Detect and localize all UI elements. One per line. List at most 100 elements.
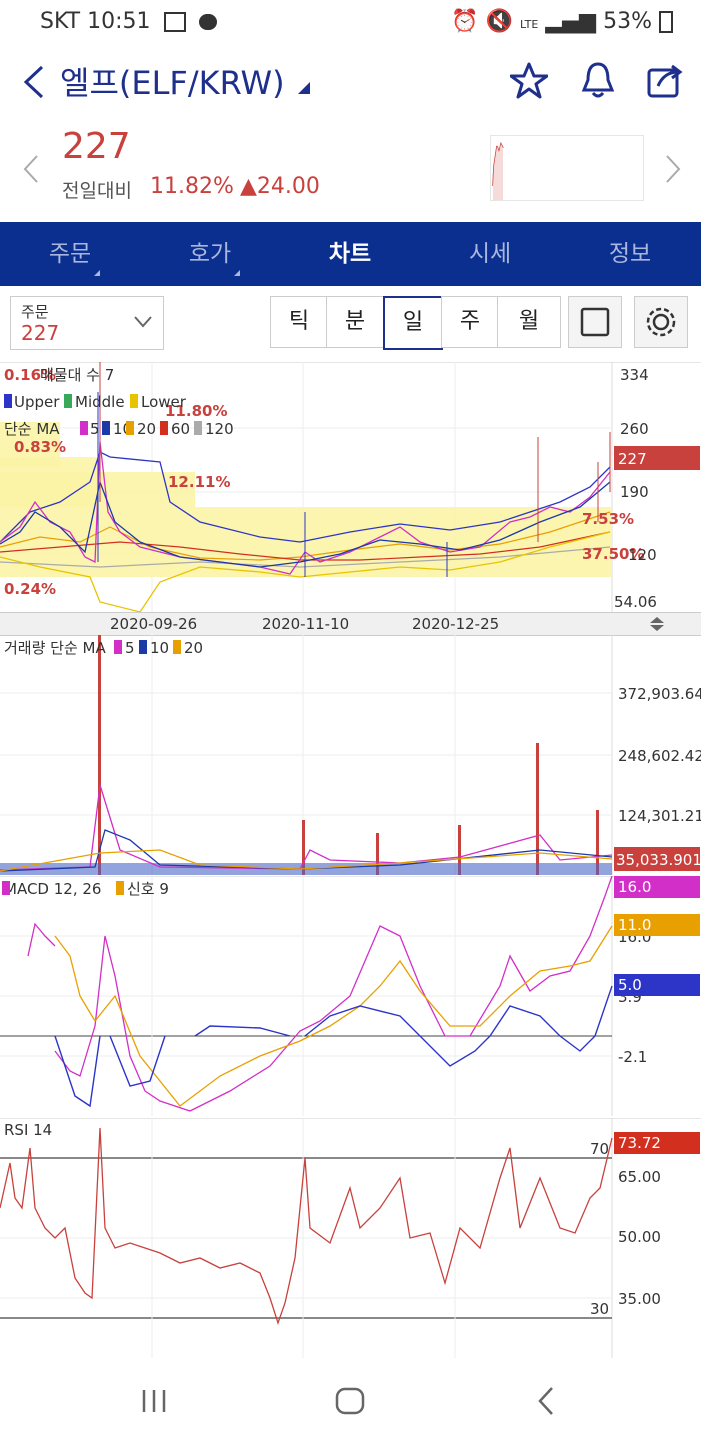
price-chart[interactable]: 0.16% 0.83% 11.80% 12.11% 0.24% 7.53% 37… [0,362,701,612]
rsi-chart[interactable]: RSI 14 70 30 65.00 50.00 35.00 73.72 [0,1118,701,1358]
title-bar: 엘프(ELF/KRW) [0,50,701,120]
legend-swatch-ma120 [194,421,202,435]
square-icon [580,307,610,337]
status-bar: SKT 10:51 ⏰ 🔇 LTE ▂▄▆ 53% [0,0,701,44]
macd-value-tag [614,876,700,898]
macd-histogram [54,985,613,1108]
y-tick: 248,602.427 [618,747,701,765]
tab-quotes[interactable]: 시세 [468,241,512,267]
macd-line [54,876,613,1112]
order-select-value: 227 [21,321,60,345]
current-value-tag [614,446,700,470]
tab-orderbook[interactable]: 호가 [188,241,232,267]
chart-toolbar: 주문 227 틱 분 일 주 월 [0,296,701,352]
back-nav-icon[interactable] [536,1386,556,1416]
legend-ma20: 20 [137,420,156,438]
layout-toggle-button[interactable] [568,296,622,348]
change-label: 전일대비 [62,180,132,202]
ma-5-line [0,441,611,575]
mini-chart-line [492,141,504,200]
x-axis: 2020-09-26 2020-11-10 2020-12-25 [0,612,701,636]
pct-label: 0.24% [4,580,56,598]
status-left: SKT 10:51 [40,9,217,34]
dropdown-triangle-icon[interactable] [296,82,312,96]
order-select-label: 주문 [21,303,49,321]
legend-ma5: 5 [90,420,100,438]
status-right: ⏰ 🔇 LTE ▂▄▆ 53% [451,9,673,34]
battery-percent: 53% [603,9,652,34]
period-day[interactable]: 일 [383,296,443,350]
ma-120-line [0,546,611,568]
carrier: SKT [40,9,81,34]
pct-label: 0.16% [4,366,56,384]
gear-icon [646,307,676,337]
rsi-value: 73.72 [618,1134,661,1152]
legend-swatch-signal [116,881,124,895]
rsi-line [0,1127,613,1326]
bell-icon[interactable] [580,60,616,100]
tab-info[interactable]: 정보 [608,241,652,267]
y-tick: 120 [628,546,657,564]
signal-label: 신호 9 [127,880,169,898]
legend-swatch-vol20 [173,640,181,654]
macd-value: 16.0 [618,878,651,896]
volume-chart[interactable]: 거래량 단순 MA 5 10 20 372,903.640 248,602.42… [0,635,701,875]
rsi-upper-label: 70 [590,1140,609,1158]
tab-chart[interactable]: 차트 [328,241,372,267]
coin-title[interactable]: 엘프(ELF/KRW) [60,64,285,102]
volume-header: 거래량 단순 MA [4,639,106,657]
current-value-label: 227 [618,450,647,468]
macd-line-start [27,922,56,957]
legend-swatch-ma5 [80,421,88,435]
hist-value-tag [614,974,700,996]
signal-value-tag [614,914,700,936]
order-select[interactable]: 주문 227 [10,296,164,350]
legend-swatch-upper [4,394,12,408]
tab-order[interactable]: 주문 [48,241,92,267]
chevron-down-icon [134,316,152,328]
mini-chart[interactable] [490,135,644,201]
legend-lower: Lower [141,393,187,411]
x-tick: 2020-09-26 [110,615,198,633]
tab-order-submenu-icon [94,270,100,276]
clock: 10:51 [87,9,151,34]
y-tick: 50.00 [618,1228,661,1246]
home-icon[interactable] [334,1386,366,1416]
legend-vol10: 10 [150,639,169,657]
star-icon[interactable] [510,62,548,100]
legend-vol5: 5 [125,639,135,657]
period-month[interactable]: 월 [497,296,561,348]
y-tick: 124,301.213 [618,807,701,825]
signal-value: 11.0 [618,916,651,934]
recents-icon[interactable] [140,1388,168,1414]
period-tick[interactable]: 틱 [270,296,328,348]
signal-line [54,925,613,1107]
period-week[interactable]: 주 [441,296,499,348]
y-tick: 35.00 [618,1290,661,1308]
legend-ma120: 120 [205,420,234,438]
bollinger-lower-line [0,531,611,612]
volume-profile-band [0,422,60,467]
prev-coin-icon[interactable] [22,154,40,184]
y-tick: -2.1 [618,1048,647,1066]
pct-label: 7.53% [582,510,634,528]
share-icon[interactable] [646,62,684,100]
rsi-value-tag [614,1132,700,1154]
network-type: LTE [520,18,539,31]
vol-ma5-line [0,784,613,871]
hist-value: 5.0 [618,976,642,994]
battery-icon [659,11,673,33]
chart-settings-button[interactable] [634,296,688,348]
back-icon[interactable] [20,64,46,100]
resize-handle-icon[interactable] [648,616,666,632]
vol-ma20-line [0,849,613,872]
macd-chart[interactable]: MACD 12, 26 신호 9 16.0 3.9 -2.1 16.0 11.0… [0,876,701,1116]
alarm-icon: ⏰ [451,9,479,34]
legend-swatch-macd [2,881,10,895]
ma-10-line [0,479,611,568]
current-volume-label: 35,033.901 [616,851,701,869]
ma-20-line [0,511,611,561]
next-coin-icon[interactable] [664,154,682,184]
period-minute[interactable]: 분 [326,296,384,348]
rsi-header: RSI 14 [4,1121,52,1139]
